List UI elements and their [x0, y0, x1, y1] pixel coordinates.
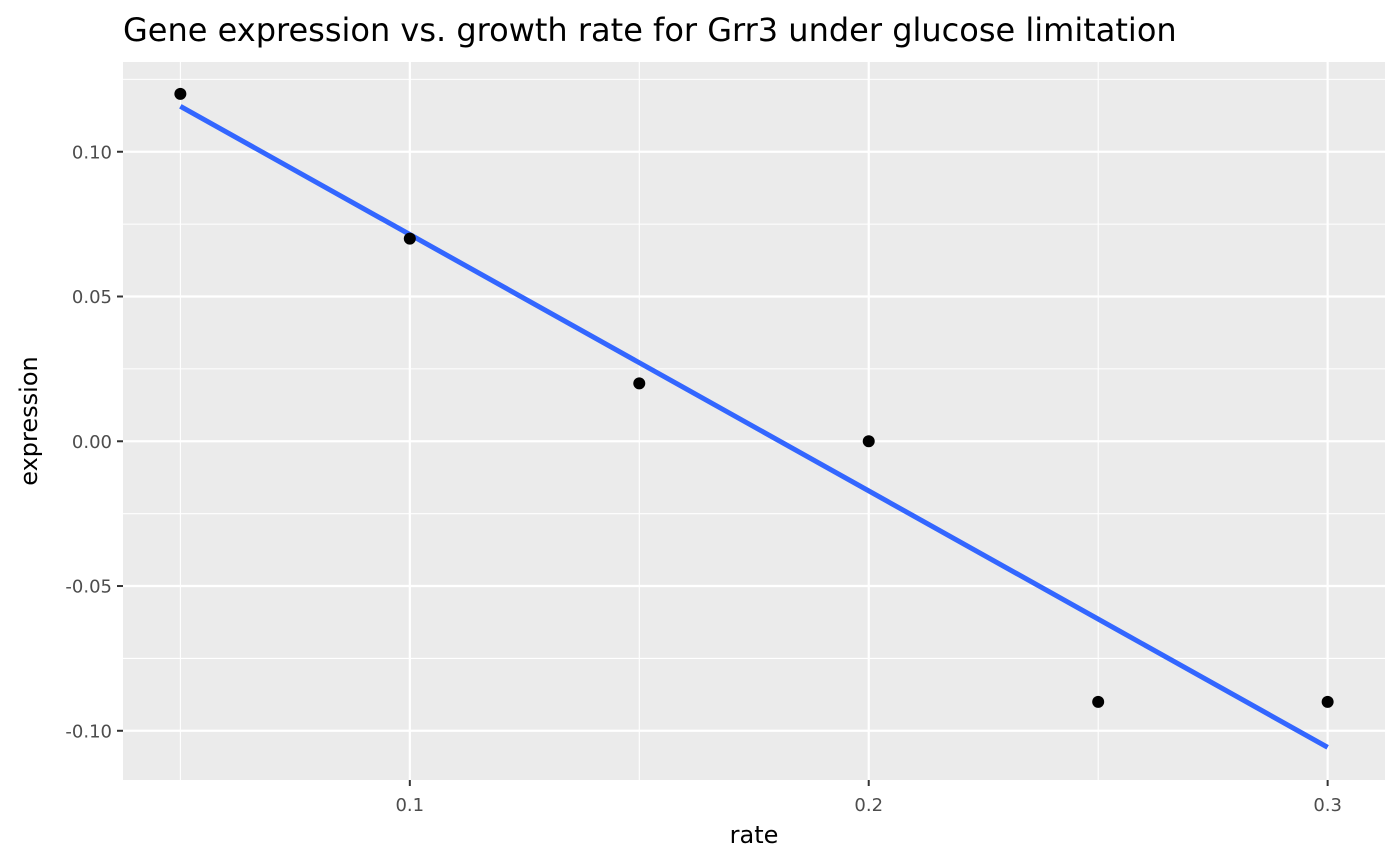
regression-line-layer: [179, 104, 1329, 750]
x-tick-label: 0.3: [1313, 795, 1342, 816]
minor-gridlines: [123, 62, 1385, 780]
data-points: [174, 87, 1334, 708]
data-point: [1092, 695, 1105, 708]
x-tick-label: 0.2: [854, 795, 883, 816]
y-tick-label: 0.00: [72, 432, 112, 453]
data-point: [633, 377, 646, 390]
x-tick-label: 0.1: [395, 795, 424, 816]
y-tick-label: -0.10: [65, 721, 112, 742]
y-tick-label: 0.05: [72, 287, 112, 308]
data-point: [174, 87, 187, 100]
regression-line: [179, 104, 1329, 750]
x-axis-title: rate: [730, 821, 779, 849]
major-gridlines: [123, 62, 1385, 780]
chart-title: Gene expression vs. growth rate for Grr3…: [123, 11, 1177, 49]
y-tick-label: -0.05: [65, 577, 112, 598]
y-tick-label: 0.10: [72, 142, 112, 163]
y-axis-title: expression: [15, 356, 43, 485]
data-point: [1321, 695, 1334, 708]
data-point: [862, 435, 875, 448]
data-point: [403, 232, 416, 245]
x-axis-ticks: 0.1 0.2 0.3: [395, 780, 1342, 816]
y-axis-ticks: -0.10 -0.05 0.00 0.05 0.10: [65, 142, 123, 742]
